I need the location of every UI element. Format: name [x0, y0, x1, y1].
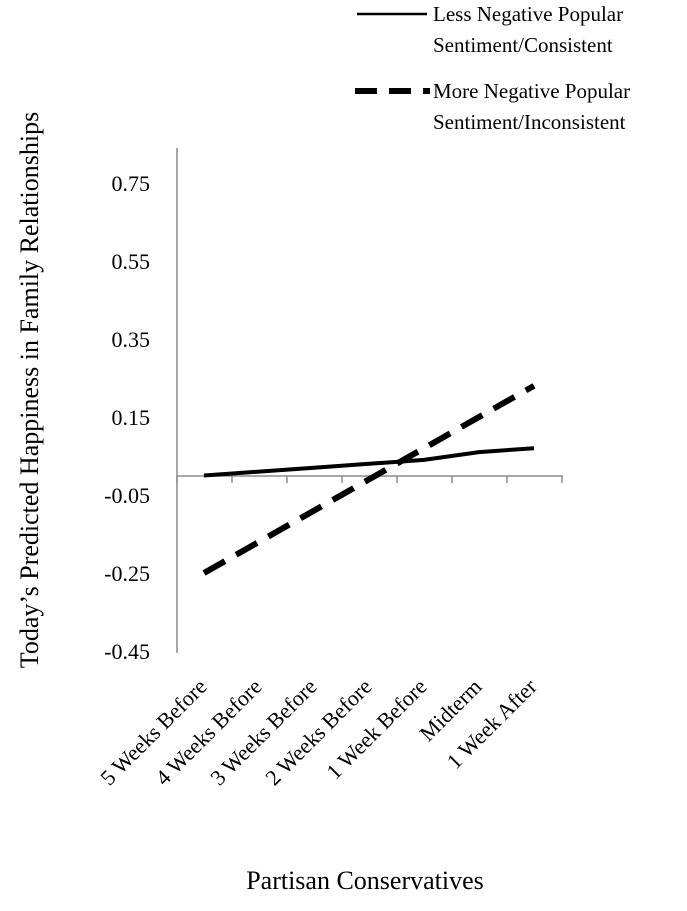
y-axis-label: Today’s Predicted Happiness in Family Re…: [15, 112, 44, 668]
y-tick-label: -0.05: [104, 483, 150, 508]
legend-label-more-negative: More Negative Popular Sentiment/Inconsis…: [433, 79, 635, 134]
legend: Less Negative Popular Sentiment/Consiste…: [355, 2, 635, 134]
x-tick-marks: [176, 476, 563, 483]
x-axis-label: Partisan Conservatives: [246, 866, 484, 895]
y-tick-label: 0.55: [112, 249, 151, 274]
y-tick-label: -0.25: [104, 561, 150, 586]
series-line-1: [202, 383, 536, 576]
series-lines: [202, 383, 536, 576]
y-tick-label: -0.45: [104, 639, 150, 664]
y-tick-label: 0.35: [112, 327, 151, 352]
y-tick-label: 0.75: [112, 171, 151, 196]
y-tick-label: 0.15: [112, 405, 151, 430]
legend-label-less-negative: Less Negative Popular Sentiment/Consiste…: [433, 2, 628, 57]
series-line-0: [203, 446, 535, 478]
y-tick-labels: 0.75 0.55 0.35 0.15 -0.05 -0.25 -0.45: [104, 171, 150, 664]
